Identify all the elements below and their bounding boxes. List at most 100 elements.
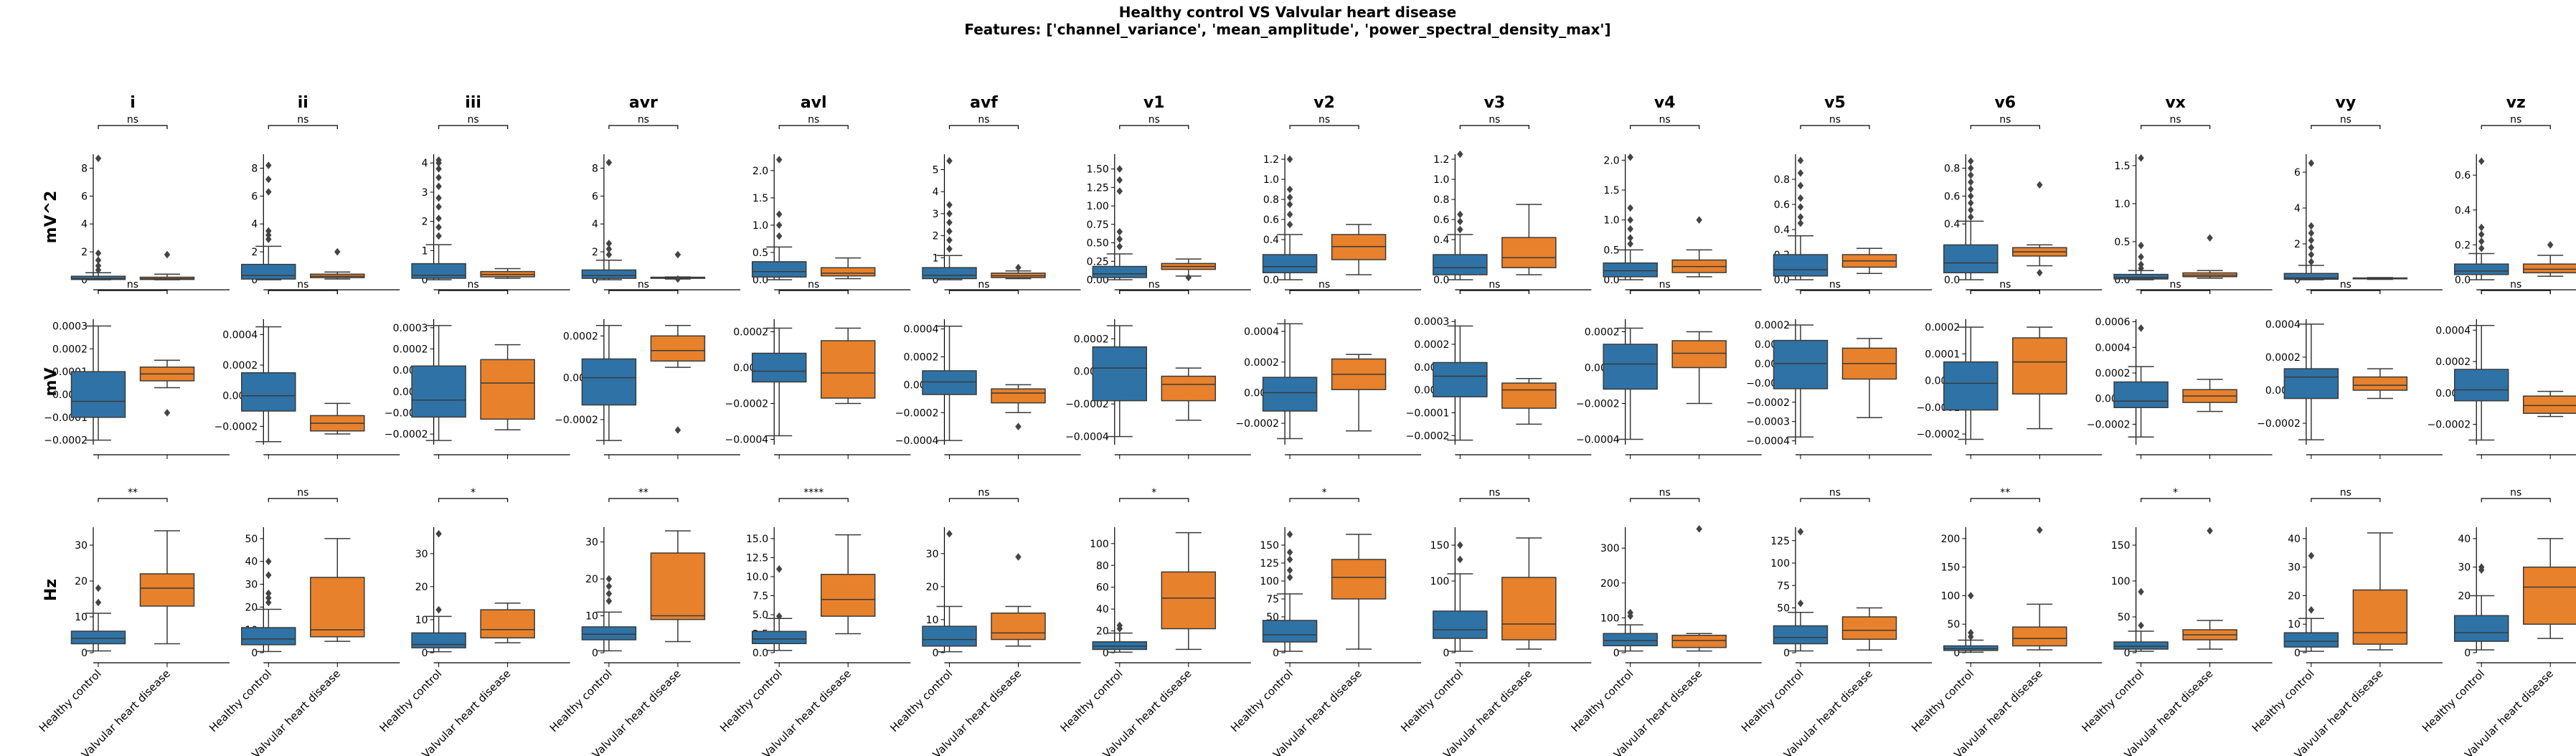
outlier-point [2478,230,2485,239]
outlier-point [1116,242,1123,251]
outlier-point [1967,206,1974,214]
y-axis-label-mV: mV [42,368,60,397]
significance-bracket [1630,125,1700,129]
y-tick-label: 0.0003 [393,323,428,334]
outlier-point [1116,176,1123,184]
y-tick-label: 10 [585,611,598,623]
outlier-point [1015,263,1022,272]
iqr-box [1433,362,1488,397]
y-tick-label: 20 [245,602,258,613]
box-healthy-control [581,325,637,441]
iqr-box [650,552,706,620]
box-healthy-control [751,327,807,437]
iqr-box [1262,620,1318,643]
significance-label: ns [1829,487,1841,499]
y-tick-label: 0.5 [2114,237,2130,248]
column-title-vy: vy [2336,94,2356,112]
outlier-point [435,194,442,202]
panel-mV^2-v5: 0.00.20.40.60.8ns [1773,114,1932,294]
iqr-box [1262,377,1318,412]
box-healthy-control [1092,621,1148,653]
y-tick-label: 6 [592,191,598,202]
y-tick-label: 1.2 [1433,154,1449,166]
box-healthy-control [1092,165,1148,280]
outlier-point [265,571,272,580]
y-tick-label: 20 [2458,590,2471,602]
y-tick-label: 20 [1096,626,1109,638]
significance-bracket [268,290,338,294]
significance-label: ** [2000,487,2010,499]
figure-title-line2: Features: ['channel_variance', 'mean_amp… [964,21,1610,38]
outlier-point [2308,222,2315,230]
outlier-point [435,223,442,232]
panel-mV^2-v4: 0.0 0.5 1.0 1.5 2.0 ns [1603,114,1762,294]
box-healthy-control [1773,156,1829,280]
box-valvular-heart-disease [480,268,535,279]
y-tick-label: 0 [933,275,939,286]
box-valvular-heart-disease [2182,526,2237,650]
y-tick-label: 50 [245,534,258,545]
box-valvular-heart-disease [1331,534,1387,650]
iqr-box [2453,369,2509,402]
outlier-point [1286,555,1293,564]
y-tick-label: −0.0002 [2257,418,2301,430]
y-tick-label: −0.0004 [1746,436,1790,448]
y-tick-label: −0.0002 [214,421,258,433]
iqr-box [1433,254,1488,275]
y-tick-label: 100 [1770,558,1790,570]
significance-bracket [1289,498,1359,502]
y-tick-label: −0.0003 [1746,417,1790,428]
iqr-box [581,358,637,406]
significance-bracket [1459,290,1529,294]
outlier-point [435,529,442,538]
box-healthy-control [922,529,977,653]
y-tick-label: 3 [422,187,428,199]
outlier-point [1797,156,1804,165]
significance-bracket [1630,290,1700,294]
box-healthy-control [70,584,126,652]
outlier-point [2478,223,2485,232]
x-tick-label: Healthy control [2079,667,2146,734]
box-valvular-heart-disease [480,603,535,643]
y-tick-label: 0.50 [1087,238,1109,250]
y-tick-label: 0 [1953,648,1960,659]
iqr-box [2283,632,2339,648]
y-tick-label: 0.0002 [2095,368,2131,379]
y-tick-label: 3 [933,209,939,220]
x-tick-label: Healthy control [377,667,444,734]
outlier-point [435,182,442,191]
significance-label: ** [638,487,648,499]
outlier-point [2138,621,2144,630]
y-tick-label: 30 [2458,562,2471,574]
outlier-point [2478,563,2485,572]
box-healthy-control [1433,541,1488,652]
y-tick-label: −0.0001 [1406,407,1450,419]
box-healthy-control [411,529,466,653]
y-tick-label: 1.50 [1087,164,1109,176]
y-tick-label: 2.0 [1603,155,1619,166]
y-tick-label: 1.2 [1263,154,1279,166]
outlier-point [2308,250,2315,259]
y-tick-label: 40 [2458,534,2471,545]
box-valvular-heart-disease [1671,525,1727,652]
y-tick-label: 0.0002 [733,327,768,339]
outlier-point [1286,155,1293,164]
significance-bracket [438,125,509,129]
box-valvular-heart-disease [1161,367,1217,421]
iqr-box [1092,346,1148,402]
significance-label: ns [808,114,819,126]
panel-mV^2-iii: 0 1 2 3 4 ns [411,114,570,294]
iqr-box [411,365,466,418]
significance-bracket [778,125,849,129]
y-tick-label: 0.0002 [222,360,258,372]
box-healthy-control [751,564,807,651]
y-tick-label: 0.0002 [1074,334,1109,345]
y-tick-label: 30 [415,549,428,560]
box-healthy-control [581,575,637,652]
box-valvular-heart-disease [1501,377,1557,425]
significance-bracket [268,125,338,129]
y-tick-label: 0 [592,648,598,659]
x-tick-label: Healthy control [1739,667,1806,734]
